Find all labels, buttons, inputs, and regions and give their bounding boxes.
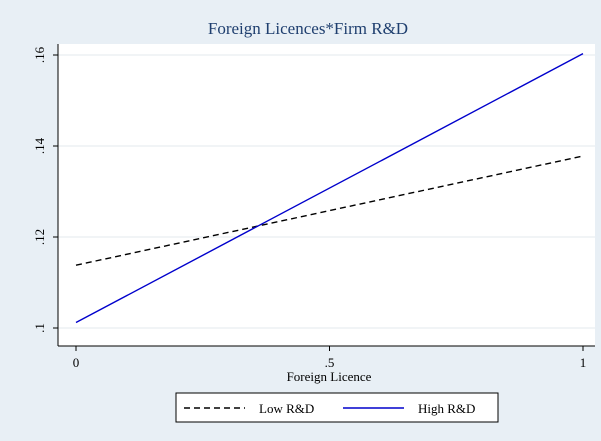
y-tick-label-0: .1 (32, 323, 47, 333)
y-tick-label-1: .12 (32, 229, 47, 245)
legend-items: Low R&D High R&D (184, 401, 475, 416)
y-tick-label-2: .14 (32, 137, 47, 154)
series-line-high-r-d (75, 53, 584, 324)
series-line-low-r-d (75, 155, 584, 266)
chart-title: Foreign Licences*Firm R&D (208, 19, 408, 38)
x-tick-label-1: .5 (325, 355, 335, 370)
legend: Low R&D High R&D (175, 392, 499, 423)
grid (58, 54, 595, 329)
series-layer (75, 53, 584, 324)
y-ticks: .1 .12 .14 .16 (32, 46, 58, 333)
x-tick-label-2: 1 (580, 355, 587, 370)
y-tick-label-3: .16 (32, 46, 47, 63)
x-axis-title: Foreign Licence (287, 369, 372, 384)
x-ticks: 0.5 1 (73, 346, 587, 370)
legend-label-0: Low R&D (259, 401, 314, 416)
legend-label-1: High R&D (418, 401, 475, 416)
x-tick-label-0: 0 (73, 355, 80, 370)
